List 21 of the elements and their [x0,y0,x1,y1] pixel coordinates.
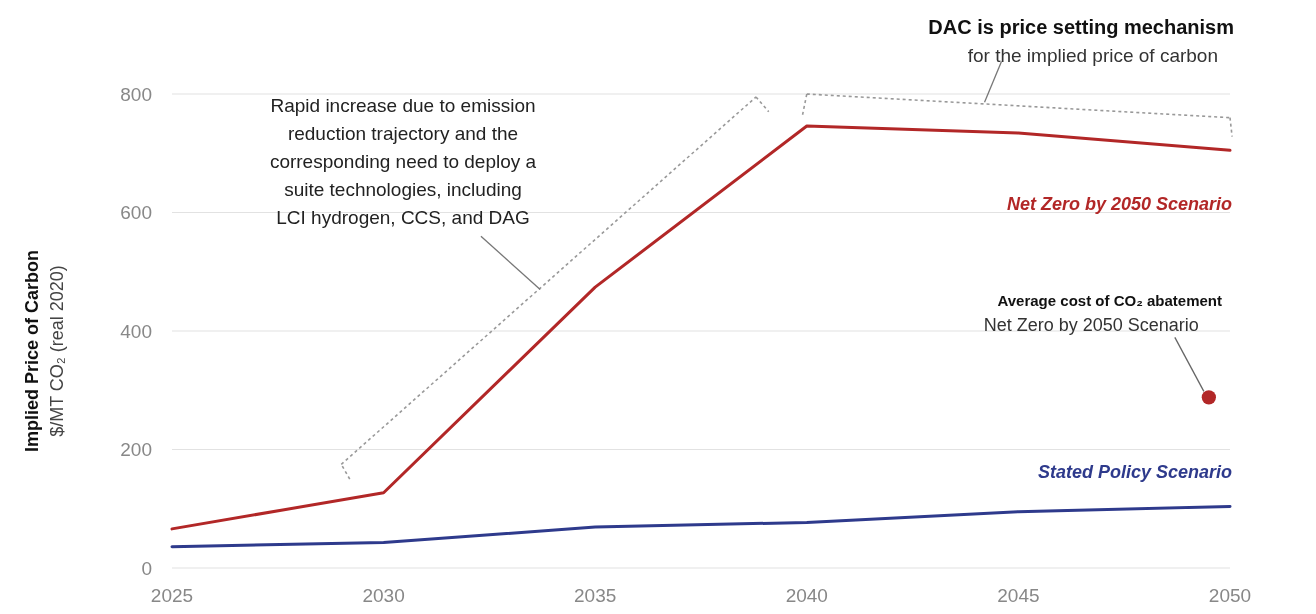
y-tick-label: 200 [120,439,152,461]
x-tick-label: 2025 [150,585,194,606]
text: Net Zero by 2050 Scenario [1006,194,1232,215]
x-tick-label: 2035 [574,585,617,606]
text: for the implied price of carbon [967,45,1218,66]
y-tick-label: 600 [120,202,152,224]
line-series [170,504,1232,549]
series-label: Stated Policy Scenario [1037,462,1232,483]
y-tick-label: 400 [120,320,152,342]
text: DAC is price setting mechanism [928,16,1234,38]
x-tick-label: 2040 [785,585,828,606]
x-tick-label: 2030 [362,585,405,606]
annotation: Rapid increase due to emission reduction trajectory and the corresponding need to deploy a suite technologies, including LCI hydrogen, CCS, and DAG [269,95,537,228]
x-tick-label: 2050 [1208,585,1252,606]
annotation: Net Zero by 2050 Scenario [983,315,1199,336]
y-axis-title: Implied Price of Carbon $/MT CO₂ (real 2020) [22,249,67,453]
y-tick-label: 0 [141,557,152,579]
y-tick-label: 800 [120,83,152,105]
x-tick-label: 2045 [997,585,1040,606]
annotation: Average cost of CO₂ abatement [997,292,1222,309]
line-series [170,124,1232,531]
